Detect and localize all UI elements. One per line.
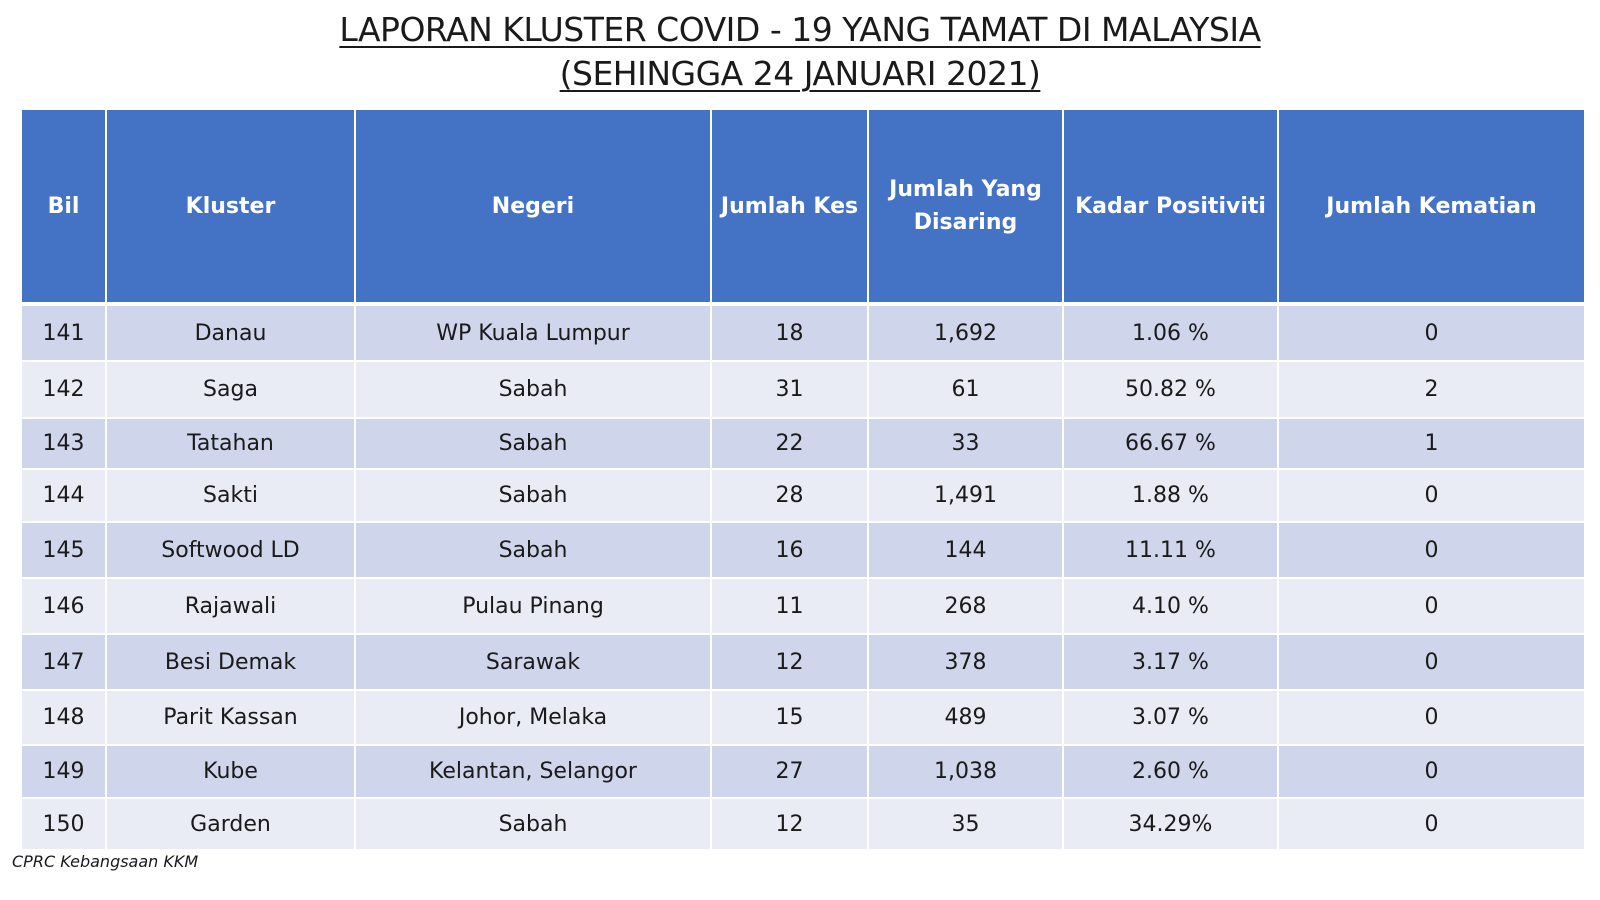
cell-kluster: Danau bbox=[106, 304, 356, 362]
table-row: 146 Rajawali Pulau Pinang 11 268 4.10 % … bbox=[22, 578, 1584, 635]
cell-jumlah-disaring: 268 bbox=[868, 578, 1064, 635]
header-kadar-positiviti: Kadar Positiviti bbox=[1063, 110, 1279, 306]
table-row: 145 Softwood LD Sabah 16 144 11.11 % 0 bbox=[22, 522, 1584, 579]
cell-jumlah-kes: 12 bbox=[711, 798, 869, 851]
cell-jumlah-kes: 28 bbox=[711, 469, 869, 523]
title-text-1: LAPORAN KLUSTER COVID - 19 YANG TAMAT DI… bbox=[339, 10, 1261, 49]
cell-jumlah-kematian: 0 bbox=[1278, 634, 1584, 691]
cell-jumlah-disaring: 61 bbox=[868, 361, 1064, 419]
cell-kluster: Rajawali bbox=[106, 578, 356, 635]
cell-jumlah-kematian: 0 bbox=[1278, 522, 1584, 579]
cell-negeri: WP Kuala Lumpur bbox=[355, 304, 712, 362]
cell-bil: 148 bbox=[22, 690, 107, 746]
cell-jumlah-kematian: 2 bbox=[1278, 361, 1584, 419]
cell-jumlah-kematian: 0 bbox=[1278, 304, 1584, 362]
cell-jumlah-kes: 18 bbox=[711, 304, 869, 362]
cell-kluster: Garden bbox=[106, 798, 356, 851]
cell-negeri: Johor, Melaka bbox=[355, 690, 712, 746]
cell-jumlah-kes: 11 bbox=[711, 578, 869, 635]
cell-jumlah-kematian: 0 bbox=[1278, 469, 1584, 523]
table-row: 150 Garden Sabah 12 35 34.29% 0 bbox=[22, 798, 1584, 851]
cell-jumlah-disaring: 1,692 bbox=[868, 304, 1064, 362]
cell-jumlah-kematian: 1 bbox=[1278, 418, 1584, 470]
cell-kadar-positiviti: 3.17 % bbox=[1063, 634, 1279, 691]
cell-jumlah-kes: 12 bbox=[711, 634, 869, 691]
cell-bil: 141 bbox=[22, 304, 107, 362]
cell-kluster: Kube bbox=[106, 745, 356, 799]
cell-negeri: Sabah bbox=[355, 418, 712, 470]
cell-bil: 143 bbox=[22, 418, 107, 470]
cell-bil: 145 bbox=[22, 522, 107, 579]
title-line-2: (SEHINGGA 24 JANUARI 2021) bbox=[0, 52, 1600, 96]
cell-negeri: Kelantan, Selangor bbox=[355, 745, 712, 799]
table-row: 149 Kube Kelantan, Selangor 27 1,038 2.6… bbox=[22, 745, 1584, 799]
cell-kadar-positiviti: 4.10 % bbox=[1063, 578, 1279, 635]
title-text-2: (SEHINGGA 24 JANUARI 2021) bbox=[559, 54, 1041, 93]
cell-kadar-positiviti: 1.06 % bbox=[1063, 304, 1279, 362]
cell-negeri: Pulau Pinang bbox=[355, 578, 712, 635]
cell-bil: 144 bbox=[22, 469, 107, 523]
cell-jumlah-kematian: 0 bbox=[1278, 745, 1584, 799]
cell-jumlah-disaring: 33 bbox=[868, 418, 1064, 470]
table-row: 148 Parit Kassan Johor, Melaka 15 489 3.… bbox=[22, 690, 1584, 746]
cell-negeri: Sabah bbox=[355, 522, 712, 579]
table-row: 147 Besi Demak Sarawak 12 378 3.17 % 0 bbox=[22, 634, 1584, 691]
table-row: 141 Danau WP Kuala Lumpur 18 1,692 1.06 … bbox=[22, 304, 1584, 362]
cell-jumlah-disaring: 378 bbox=[868, 634, 1064, 691]
cell-jumlah-disaring: 1,491 bbox=[868, 469, 1064, 523]
cell-bil: 146 bbox=[22, 578, 107, 635]
header-kluster: Kluster bbox=[106, 110, 356, 306]
header-negeri: Negeri bbox=[355, 110, 712, 306]
cell-kluster: Softwood LD bbox=[106, 522, 356, 579]
cell-negeri: Sabah bbox=[355, 469, 712, 523]
cluster-table: Bil Kluster Negeri Jumlah Kes Jumlah Yan… bbox=[22, 110, 1584, 851]
cell-jumlah-disaring: 35 bbox=[868, 798, 1064, 851]
cell-jumlah-kematian: 0 bbox=[1278, 578, 1584, 635]
source-note: CPRC Kebangsaan KKM bbox=[12, 852, 199, 871]
cell-kluster: Parit Kassan bbox=[106, 690, 356, 746]
cell-negeri: Sarawak bbox=[355, 634, 712, 691]
cell-bil: 147 bbox=[22, 634, 107, 691]
cell-bil: 149 bbox=[22, 745, 107, 799]
header-bil: Bil bbox=[22, 110, 107, 306]
cell-kluster: Besi Demak bbox=[106, 634, 356, 691]
table-row: 144 Sakti Sabah 28 1,491 1.88 % 0 bbox=[22, 469, 1584, 523]
cell-kadar-positiviti: 34.29% bbox=[1063, 798, 1279, 851]
cell-jumlah-disaring: 1,038 bbox=[868, 745, 1064, 799]
cell-jumlah-kematian: 0 bbox=[1278, 690, 1584, 746]
cell-kluster: Sakti bbox=[106, 469, 356, 523]
title-line-1: LAPORAN KLUSTER COVID - 19 YANG TAMAT DI… bbox=[0, 8, 1600, 52]
header-jumlah-disaring: Jumlah Yang Disaring bbox=[868, 110, 1064, 306]
table-row: 142 Saga Sabah 31 61 50.82 % 2 bbox=[22, 361, 1584, 419]
cell-jumlah-disaring: 144 bbox=[868, 522, 1064, 579]
cell-kluster: Tatahan bbox=[106, 418, 356, 470]
cell-kadar-positiviti: 50.82 % bbox=[1063, 361, 1279, 419]
cell-kadar-positiviti: 2.60 % bbox=[1063, 745, 1279, 799]
cell-kadar-positiviti: 11.11 % bbox=[1063, 522, 1279, 579]
cell-jumlah-kes: 15 bbox=[711, 690, 869, 746]
cell-kluster: Saga bbox=[106, 361, 356, 419]
cell-kadar-positiviti: 3.07 % bbox=[1063, 690, 1279, 746]
table-header-row: Bil Kluster Negeri Jumlah Kes Jumlah Yan… bbox=[22, 110, 1584, 306]
cell-kadar-positiviti: 1.88 % bbox=[1063, 469, 1279, 523]
header-jumlah-kes: Jumlah Kes bbox=[711, 110, 869, 306]
page-title: LAPORAN KLUSTER COVID - 19 YANG TAMAT DI… bbox=[0, 8, 1600, 96]
cell-jumlah-disaring: 489 bbox=[868, 690, 1064, 746]
cell-bil: 142 bbox=[22, 361, 107, 419]
header-jumlah-kematian: Jumlah Kematian bbox=[1278, 110, 1584, 306]
cell-kadar-positiviti: 66.67 % bbox=[1063, 418, 1279, 470]
cell-jumlah-kes: 27 bbox=[711, 745, 869, 799]
cell-jumlah-kes: 22 bbox=[711, 418, 869, 470]
cell-negeri: Sabah bbox=[355, 798, 712, 851]
cell-jumlah-kes: 31 bbox=[711, 361, 869, 419]
table-row: 143 Tatahan Sabah 22 33 66.67 % 1 bbox=[22, 418, 1584, 470]
cell-negeri: Sabah bbox=[355, 361, 712, 419]
cell-jumlah-kes: 16 bbox=[711, 522, 869, 579]
cell-jumlah-kematian: 0 bbox=[1278, 798, 1584, 851]
cell-bil: 150 bbox=[22, 798, 107, 851]
